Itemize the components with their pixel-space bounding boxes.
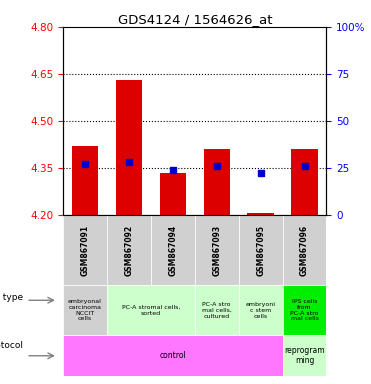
Text: IPS cells
from
PC-A stro
mal cells: IPS cells from PC-A stro mal cells — [290, 299, 319, 321]
FancyBboxPatch shape — [195, 285, 239, 335]
Text: reprogram
ming: reprogram ming — [284, 346, 325, 366]
Title: GDS4124 / 1564626_at: GDS4124 / 1564626_at — [118, 13, 272, 26]
Text: GSM867093: GSM867093 — [212, 225, 221, 276]
Text: embryoni
c stem
cells: embryoni c stem cells — [246, 302, 276, 319]
Text: GSM867095: GSM867095 — [256, 225, 265, 276]
Text: PC-A stro
mal cells,
cultured: PC-A stro mal cells, cultured — [202, 302, 232, 319]
FancyBboxPatch shape — [107, 215, 151, 285]
Bar — [72, 146, 98, 215]
Text: embryonal
carcinoma
NCCIT
cells: embryonal carcinoma NCCIT cells — [68, 299, 102, 321]
FancyBboxPatch shape — [107, 285, 195, 335]
Bar — [116, 80, 142, 215]
Bar — [291, 149, 318, 215]
FancyBboxPatch shape — [283, 335, 326, 376]
FancyBboxPatch shape — [283, 285, 326, 335]
FancyBboxPatch shape — [239, 285, 283, 335]
Text: protocol: protocol — [0, 341, 24, 350]
FancyBboxPatch shape — [195, 215, 239, 285]
FancyBboxPatch shape — [63, 285, 107, 335]
FancyBboxPatch shape — [151, 215, 195, 285]
Bar — [247, 213, 274, 215]
Text: GSM867092: GSM867092 — [124, 225, 134, 276]
Text: GSM867091: GSM867091 — [81, 225, 89, 276]
Text: GSM867096: GSM867096 — [300, 225, 309, 276]
FancyBboxPatch shape — [283, 215, 326, 285]
Bar — [160, 172, 186, 215]
Text: PC-A stromal cells,
sorted: PC-A stromal cells, sorted — [122, 305, 180, 316]
Text: cell type: cell type — [0, 293, 24, 302]
Text: GSM867094: GSM867094 — [168, 225, 177, 276]
Text: control: control — [160, 351, 186, 360]
FancyBboxPatch shape — [239, 215, 283, 285]
FancyBboxPatch shape — [63, 215, 107, 285]
Bar — [204, 149, 230, 215]
FancyBboxPatch shape — [63, 335, 283, 376]
